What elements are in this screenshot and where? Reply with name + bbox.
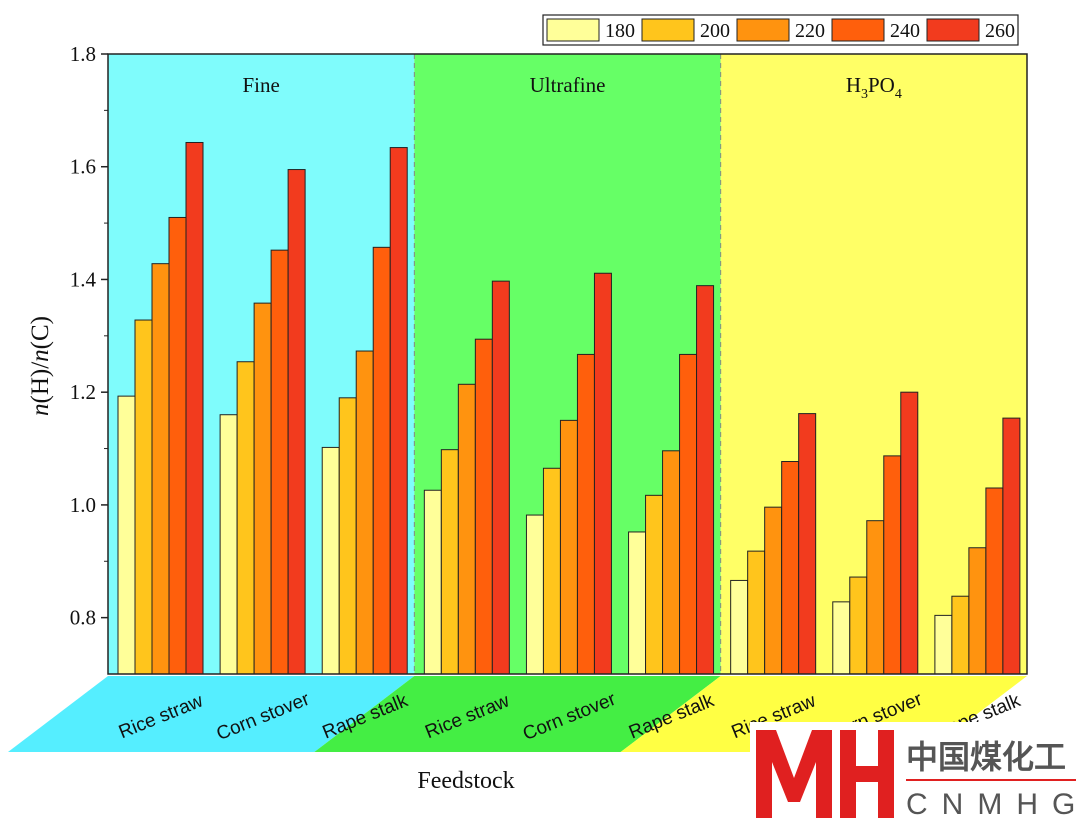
bar	[338, 397, 357, 675]
bar	[679, 353, 698, 675]
legend-label: 260	[985, 20, 1015, 42]
bar	[764, 506, 783, 675]
bar	[355, 350, 374, 675]
bar	[985, 487, 1004, 675]
bar	[593, 272, 612, 675]
y-tick-label: 1.4	[70, 267, 97, 291]
bar	[662, 450, 681, 675]
x-category-bands	[8, 676, 1027, 752]
legend-label: 200	[700, 20, 730, 42]
bar	[645, 494, 664, 675]
bar	[832, 601, 851, 675]
bar	[372, 246, 391, 675]
y-tick-label: 1.6	[70, 155, 96, 179]
bar	[781, 461, 800, 675]
category-band-1	[314, 676, 721, 752]
bar	[883, 455, 902, 675]
legend-swatch	[831, 18, 885, 42]
legend-swatch	[926, 18, 980, 42]
bar	[798, 413, 817, 675]
bar	[900, 391, 919, 675]
x-axis-title: Feedstock	[417, 768, 514, 794]
bar	[321, 446, 340, 675]
group-label: H3PO4	[846, 73, 902, 102]
bar	[474, 338, 493, 675]
bar	[491, 280, 510, 675]
bar	[117, 395, 136, 675]
y-tick-label: 1.0	[70, 493, 96, 517]
bar	[270, 249, 289, 675]
legend-swatch	[546, 18, 600, 42]
bar	[151, 263, 170, 675]
legend-label: 240	[890, 20, 920, 42]
legend-swatch	[641, 18, 695, 42]
y-tick-label: 1.8	[70, 42, 96, 66]
group-labels: Fine Ultrafine H3PO4	[242, 73, 901, 102]
group-label: Ultrafine	[530, 73, 606, 97]
bar	[866, 520, 885, 675]
legend-label: 220	[795, 20, 825, 42]
bar	[457, 383, 476, 675]
bar	[968, 547, 987, 675]
y-axis-title: n(H)/n(C)	[27, 316, 54, 416]
bar	[542, 467, 561, 675]
legend-label: 180	[605, 20, 635, 42]
bar	[628, 531, 647, 675]
axes: 0.8 1.0 1.2 1.4 1.6 1.8	[70, 42, 1028, 675]
bar	[236, 361, 255, 675]
bar	[849, 576, 868, 675]
bar	[168, 216, 187, 675]
bar	[389, 147, 408, 675]
bar	[134, 319, 153, 675]
watermark-en-text: CNMHG	[906, 788, 1080, 821]
bar	[730, 579, 749, 675]
watermark-logo: 中国煤化工 CNMHG	[750, 722, 1080, 826]
y-tick-label: 1.2	[70, 380, 96, 404]
bar	[951, 595, 970, 675]
legend: 180 200 220 240 260	[542, 14, 1019, 46]
bar	[696, 285, 715, 675]
bar	[287, 169, 306, 675]
bar	[1002, 417, 1021, 675]
bar	[253, 302, 272, 675]
y-tick-label: 0.8	[70, 606, 96, 630]
bar	[185, 141, 204, 675]
bar	[525, 514, 544, 675]
bar	[747, 550, 766, 675]
mh-logo-mark	[756, 730, 894, 818]
bar	[576, 353, 595, 675]
bar	[423, 489, 442, 675]
plot-frame	[107, 53, 1028, 675]
category-band-0	[8, 676, 415, 752]
bar	[559, 419, 578, 675]
group-label: Fine	[242, 73, 279, 97]
bar	[934, 614, 953, 675]
watermark-cn-text: 中国煤化工	[906, 739, 1066, 775]
legend-swatch	[736, 18, 790, 42]
bar	[440, 449, 459, 675]
bar	[219, 414, 238, 675]
